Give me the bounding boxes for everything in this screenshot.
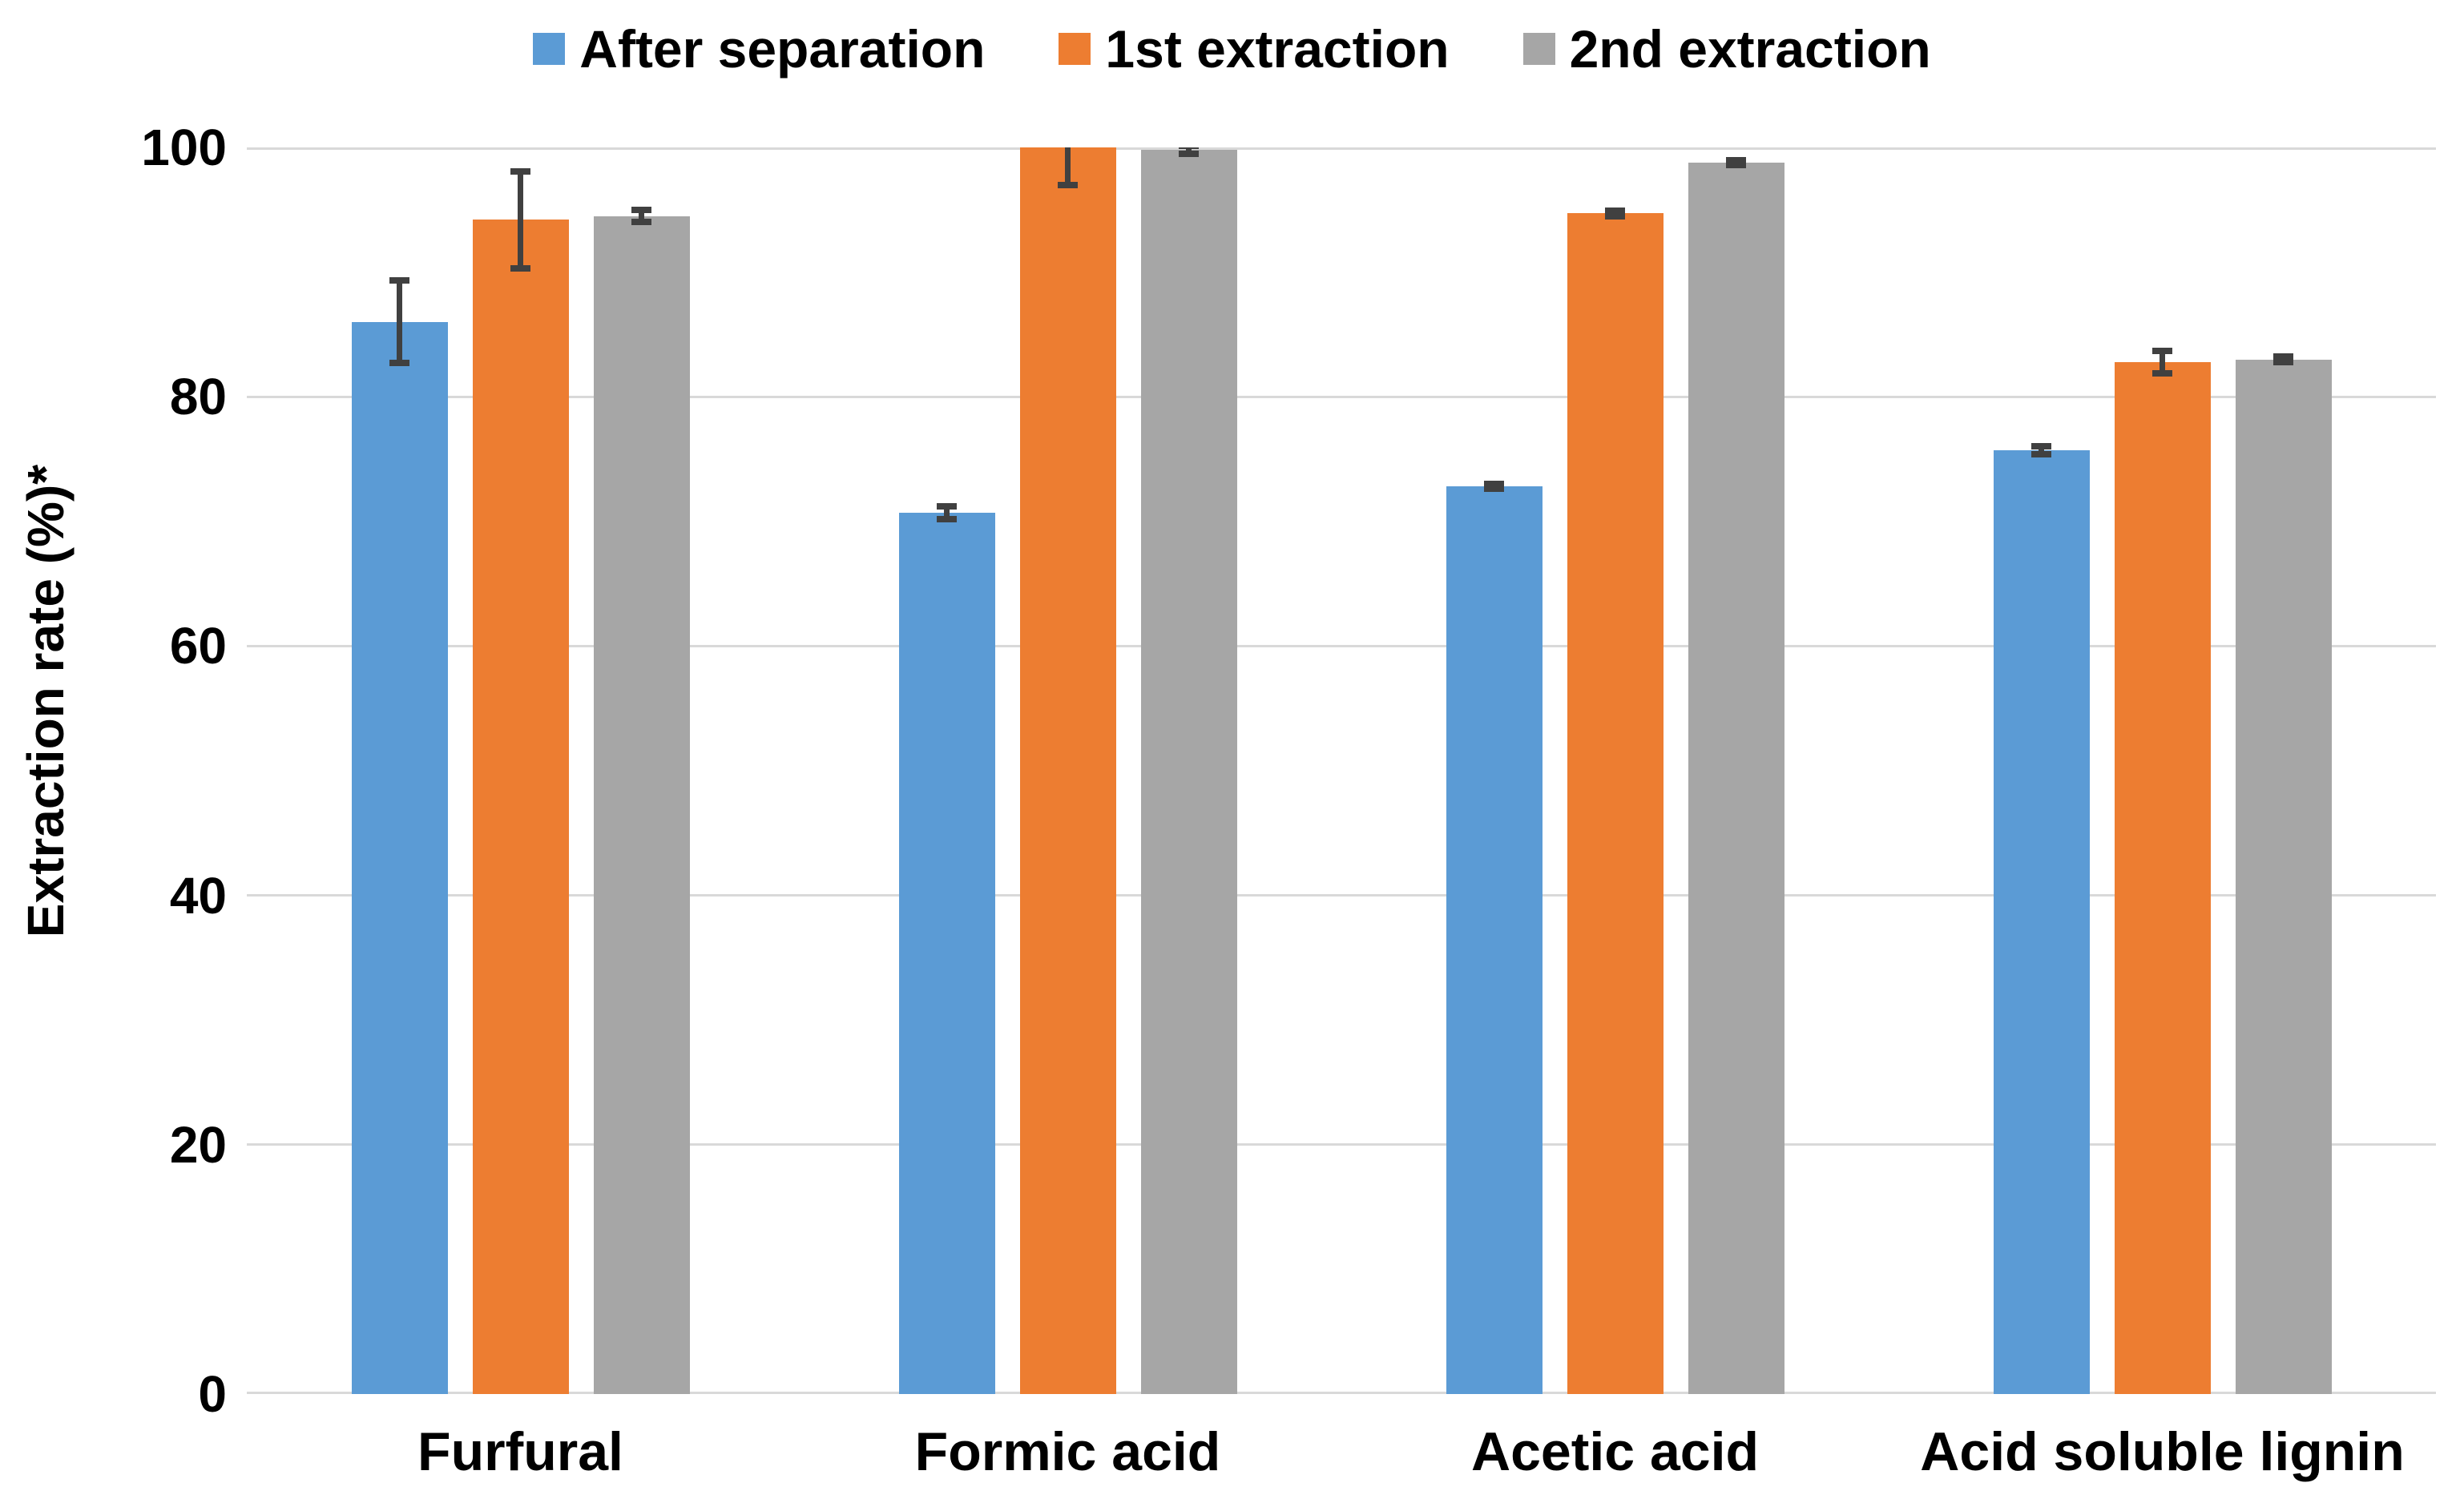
error-bar-cap (510, 264, 530, 272)
gridline-y-40 (247, 894, 2436, 897)
error-bar-cap (2031, 443, 2051, 450)
gridline-y-100 (247, 147, 2436, 150)
bar-after-separation-furfural (351, 321, 448, 1394)
error-bar-cap (631, 219, 651, 226)
error-bar-line (518, 171, 523, 268)
error-bar-cap (1484, 481, 1504, 488)
bar-2nd-extraction-acid-soluble-lignin (2235, 359, 2332, 1394)
legend: After separation 1st extraction 2nd extrac… (0, 22, 2464, 75)
error-bar-cap (1605, 208, 1625, 215)
legend-label: 2nd extraction (1569, 19, 1931, 79)
error-bar-cap (510, 167, 530, 175)
plot-area (247, 147, 2436, 1394)
gridline-y-0 (247, 1392, 2436, 1394)
error-bar-line (1065, 147, 1071, 185)
x-category-label-formic-acid: Formic acid (914, 1421, 1221, 1482)
y-tick-label-100: 100 (141, 119, 227, 176)
error-bar-cap (2031, 450, 2051, 457)
legend-swatch-icon (1522, 33, 1555, 65)
error-bar-cap (2273, 358, 2293, 365)
error-bar-cap (1726, 161, 1746, 168)
gridline-y-80 (247, 395, 2436, 398)
error-bar-cap (2273, 353, 2293, 361)
legend-label: 1st extraction (1105, 19, 1450, 79)
y-tick-label-60: 60 (169, 617, 227, 675)
legend-item-2: 1st extraction (1059, 19, 1450, 79)
error-bar-cap (1484, 486, 1504, 493)
error-bar-line (944, 506, 950, 519)
bar-after-separation-formic-acid (898, 512, 995, 1394)
error-bar-cap (937, 515, 957, 522)
y-tick-label-0: 0 (198, 1365, 227, 1423)
error-bar-cap (1058, 181, 1078, 188)
bar-1st-extraction-acid-soluble-lignin (2114, 361, 2211, 1394)
error-bar-cap (937, 503, 957, 510)
error-bar-cap (631, 206, 651, 213)
legend-item-3: 2nd extraction (1522, 19, 1931, 79)
error-bar-line (2160, 350, 2165, 373)
error-bar-cap (389, 277, 409, 284)
error-bar-line (639, 209, 644, 223)
error-bar-cap (1179, 150, 1199, 157)
error-bar-cap (2152, 369, 2172, 377)
bar-1st-extraction-formic-acid (1019, 147, 1116, 1394)
error-bar-cap (389, 360, 409, 367)
gridline-y-60 (247, 644, 2436, 647)
bar-1st-extraction-furfural (472, 220, 569, 1394)
gridline-y-20 (247, 1143, 2436, 1146)
bar-1st-extraction-acetic-acid (1567, 213, 1664, 1394)
error-bar-line (397, 280, 402, 364)
bar-2nd-extraction-formic-acid (1140, 150, 1237, 1394)
bar-after-separation-acid-soluble-lignin (1993, 450, 2090, 1394)
legend-item-1: After separation (533, 22, 985, 75)
error-bar-cap (1179, 147, 1199, 150)
legend-swatch-icon (1059, 33, 1091, 65)
bar-2nd-extraction-acetic-acid (1688, 162, 1784, 1394)
error-bar-cap (2152, 347, 2172, 354)
legend-label: After separation (579, 19, 986, 79)
y-tick-label-20: 20 (169, 1115, 227, 1174)
y-tick-label-80: 80 (169, 368, 227, 426)
x-category-label-furfural: Furfural (417, 1421, 623, 1482)
bar-after-separation-acetic-acid (1446, 486, 1543, 1394)
x-category-label-acid-soluble-lignin: Acid soluble lignin (1920, 1421, 2405, 1482)
error-bar-cap (1726, 156, 1746, 163)
error-bar-cap (1605, 212, 1625, 220)
x-category-label-acetic-acid: Acetic acid (1470, 1421, 1760, 1482)
bar-2nd-extraction-furfural (593, 216, 690, 1394)
y-tick-label-40: 40 (169, 866, 227, 925)
error-bar-line (2039, 446, 2044, 454)
legend-swatch-icon (533, 33, 566, 65)
